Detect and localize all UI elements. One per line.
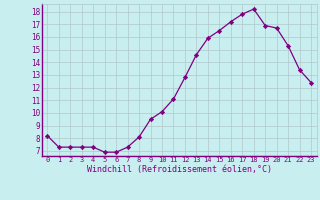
X-axis label: Windchill (Refroidissement éolien,°C): Windchill (Refroidissement éolien,°C) <box>87 165 272 174</box>
